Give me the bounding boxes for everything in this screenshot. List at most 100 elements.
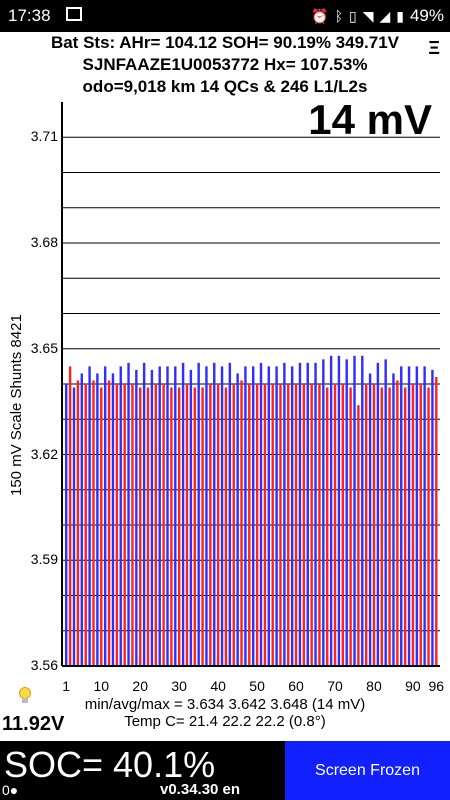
cell-bar [263, 384, 267, 666]
cell-bar [423, 366, 426, 666]
cell-bar [302, 384, 306, 666]
clock: 17:38 [8, 6, 51, 25]
cell-bar [146, 387, 150, 666]
cell-bar [100, 387, 103, 666]
cell-bar [84, 384, 87, 666]
chart-grid [62, 136, 440, 632]
state-of-charge: SOC= 40.1% [4, 744, 216, 785]
cell-bar [88, 366, 91, 666]
cell-bar [220, 366, 224, 666]
cell-bar [209, 384, 212, 666]
cell-bar [189, 369, 193, 666]
cell-bar [384, 359, 387, 666]
cell-bar [329, 355, 333, 666]
status-indicator: 0● [2, 782, 19, 798]
cell-bar [185, 384, 189, 666]
cell-bar [193, 387, 196, 666]
cell-bar [322, 359, 325, 666]
signal-icon: ◢ [379, 7, 391, 24]
cell-bar [240, 380, 243, 666]
cell-bar [197, 362, 200, 666]
cell-bar [271, 384, 274, 666]
cell-bar [80, 373, 83, 666]
temperature-line: Temp C= 21.4 22.2 22.2 (0.8°) [124, 713, 326, 730]
cell-bar [314, 362, 317, 666]
battery-status-line: Bat Sts: AHr= 104.12 SOH= 90.19% 349.71V [50, 33, 400, 52]
x-tick-label: 30 [171, 678, 187, 694]
min-avg-max: min/avg/max = 3.634 3.642 3.648 (14 mV) [84, 696, 366, 713]
cell-bar [135, 369, 138, 666]
cell-bar [162, 384, 165, 666]
cell-bar [290, 366, 294, 666]
cell-bar [96, 373, 99, 666]
cell-bar [392, 373, 395, 666]
screen-frozen-button[interactable]: Screen Frozen [285, 741, 450, 800]
cell-bar [306, 362, 309, 666]
cell-bar [111, 373, 115, 666]
cell-bar [92, 380, 95, 666]
cell-bar [68, 366, 72, 666]
cell-bar [181, 362, 185, 666]
status-bar: 17:38 ⏰ ᛒ ▯ ◥ ◢ ▮ 49% [0, 0, 450, 32]
menu-button[interactable]: Ξ [428, 38, 440, 58]
cell-bar [131, 384, 134, 666]
cell-bar [154, 384, 158, 666]
cell-bar [419, 384, 422, 666]
cell-bar [123, 384, 126, 666]
cell-bar [403, 387, 407, 666]
x-tick-label: 80 [366, 678, 382, 694]
x-tick-label: 20 [132, 678, 149, 694]
cell-bar [415, 366, 419, 666]
app-version: v0.34.30 en [160, 781, 241, 798]
cell-bar [310, 384, 313, 666]
cell-bar [353, 355, 356, 666]
cell-bar [435, 376, 438, 666]
aux-voltage: 11.92V [2, 713, 65, 735]
cell-bar [407, 366, 411, 666]
cell-bar [252, 366, 255, 666]
cell-bar [228, 362, 232, 666]
cell-bar [142, 362, 146, 666]
y-tick-label: 3.62 [30, 445, 58, 462]
cell-bar [287, 384, 290, 666]
cell-bar [158, 366, 161, 666]
battery-icon: ▮ [396, 7, 404, 24]
cell-bar [318, 384, 321, 666]
cell-bar [244, 366, 247, 666]
battery-percent: 49% [409, 6, 444, 25]
cell-bar [115, 384, 119, 666]
cell-bar [283, 362, 286, 666]
cell-bar [400, 366, 403, 666]
bluetooth-icon: ᛒ [334, 8, 343, 24]
cell-bar [364, 384, 368, 666]
cell-bar [279, 384, 282, 666]
x-tick-label: 1 [62, 678, 71, 694]
odometer-line: odo=9,018 km 14 QCs & 246 L1/L2s [82, 77, 368, 96]
cell-bar [72, 387, 76, 666]
y-tick-label: 3.59 [30, 551, 58, 568]
cell-bar [388, 387, 391, 666]
cell-bar [380, 387, 383, 666]
cell-bar [65, 384, 68, 666]
y-tick-label: 3.56 [30, 657, 58, 673]
cell-bar [205, 366, 208, 666]
cell-bar [337, 355, 341, 666]
cell-bar [213, 362, 216, 666]
cell-bar [326, 387, 329, 666]
x-tick-label: 50 [249, 678, 265, 694]
cell-bar [267, 366, 270, 666]
cell-bar [76, 380, 80, 666]
cell-bar [216, 384, 220, 666]
cell-bar [166, 366, 169, 666]
cell-bar [372, 384, 376, 666]
cell-bar [357, 405, 360, 666]
y-tick-label: 3.68 [30, 234, 58, 250]
x-tick-label: 90 [405, 678, 421, 694]
y-tick-label: 3.65 [30, 339, 58, 356]
x-tick-label: 10 [93, 678, 110, 694]
cell-bar [236, 373, 239, 666]
status-icons: ⏰ ᛒ ▯ ◥ ◢ ▮ 49% [311, 6, 444, 26]
cell-bar [431, 369, 434, 666]
vin-line: SJNFAAZE1U0053772 Hx= 107.53% [82, 55, 368, 74]
